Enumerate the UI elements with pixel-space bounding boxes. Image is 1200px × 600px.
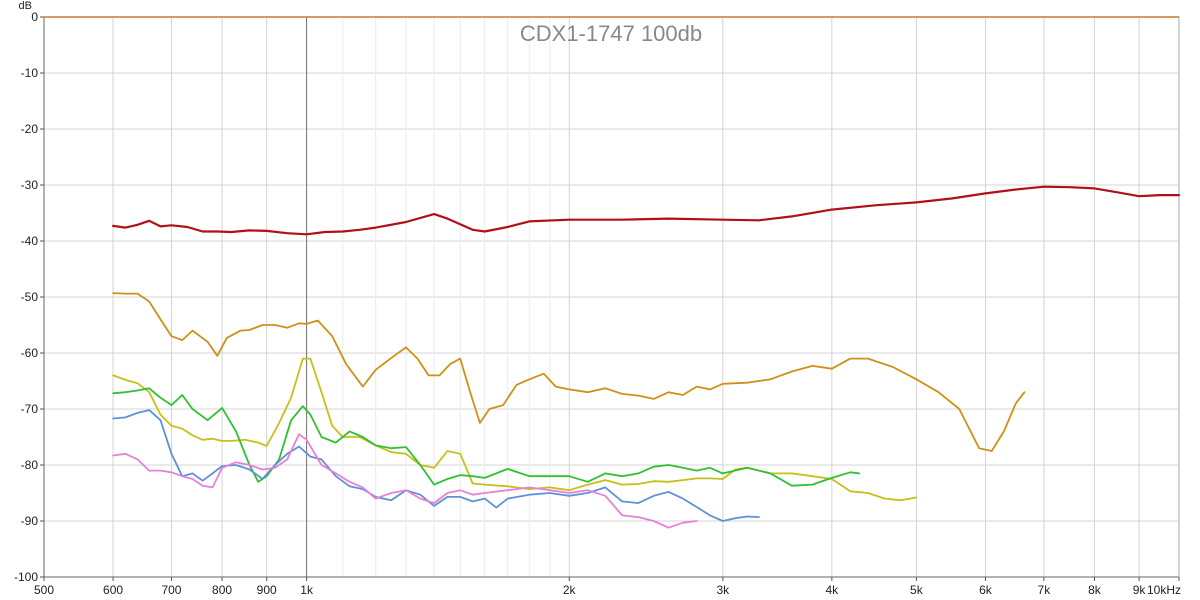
y-tick-label: -50 [21, 290, 39, 304]
y-tick-label: -60 [21, 346, 39, 360]
series-line-1 [112, 185, 1181, 236]
y-tick-label: -70 [21, 402, 39, 416]
x-tick-label: 9k [1133, 583, 1147, 597]
x-tick-label: 4k [825, 583, 839, 597]
x-tick-label: 2k [563, 583, 577, 597]
x-tick-label: 700 [161, 583, 181, 597]
x-tick-label: 600 [103, 583, 123, 597]
x-tick-label: 800 [212, 583, 232, 597]
x-tick-label: 5k [910, 583, 924, 597]
plot-frame [43, 16, 1180, 578]
y-axis-ticks: 0 -10 -20 -30 -40 -50 -60 -70 -80 -90 -100 [14, 10, 44, 584]
y-tick-label: 0 [31, 10, 38, 24]
x-tick-label: 10kHz [1147, 583, 1181, 597]
y-tick-label: -40 [21, 234, 39, 248]
x-axis-ticks: 500 600 700 800 900 1k 2k 3k 4k 5k 6k 7k 8k 9k 10kHz [34, 577, 1181, 597]
y-tick-label: -90 [21, 514, 39, 528]
series-group [112, 185, 1181, 529]
x-tick-label: 6k [979, 583, 993, 597]
x-tick-label: 500 [34, 583, 54, 597]
series-line-2 [112, 292, 1026, 452]
y-axis-unit-label: dB [19, 0, 32, 12]
y-tick-label: -80 [21, 458, 39, 472]
y-tick-label: -30 [21, 178, 39, 192]
y-tick-label: -10 [21, 66, 39, 80]
x-tick-label: 3k [717, 583, 731, 597]
x-tick-label: 7k [1038, 583, 1052, 597]
x-tick-label: 8k [1088, 583, 1102, 597]
y-tick-label: -20 [21, 122, 39, 136]
chart-title: CDX1-1747 100db [520, 21, 702, 46]
series-line-6 [112, 433, 698, 529]
series-line-4 [112, 387, 861, 487]
y-tick-label: -100 [14, 570, 38, 584]
x-tick-label: 900 [257, 583, 277, 597]
x-tick-label: 1k [300, 583, 314, 597]
